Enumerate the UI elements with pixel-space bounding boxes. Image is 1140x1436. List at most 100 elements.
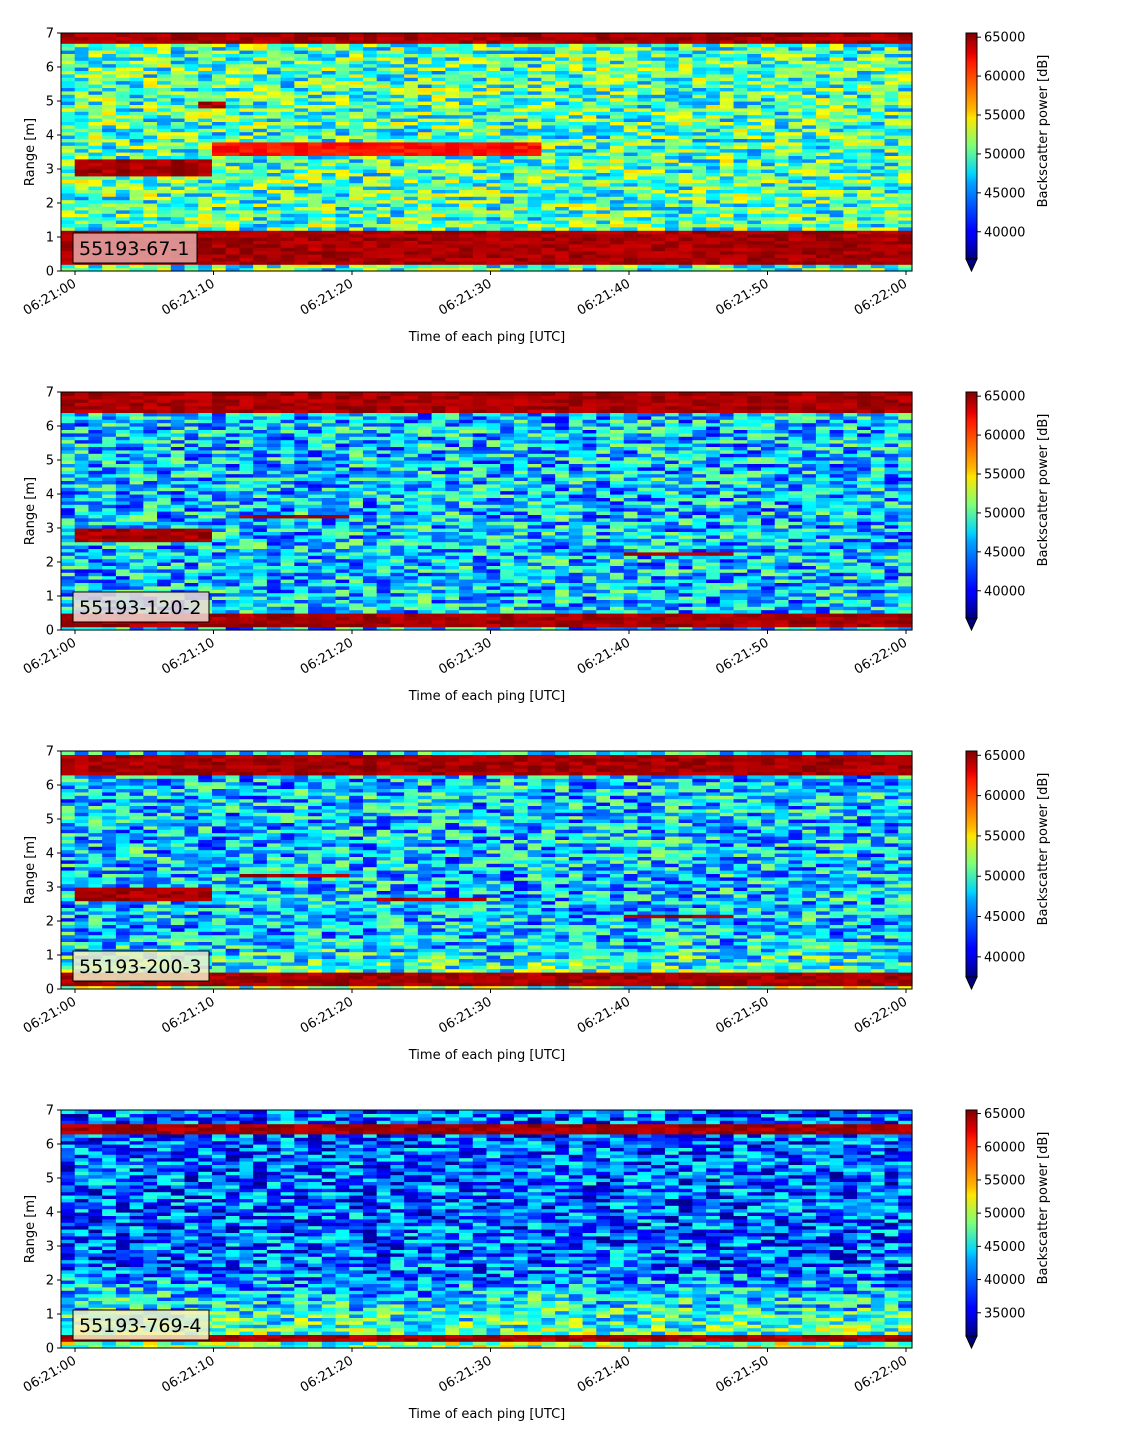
heatmap-cell [349,179,364,184]
heatmap-cell [349,73,364,78]
heatmap-cell [211,77,227,82]
heatmap-cell [102,63,117,68]
heatmap-cell [678,97,693,102]
heatmap-cell [266,97,282,102]
heatmap-cell [596,220,611,224]
heatmap-cell [390,135,405,139]
heatmap-cell [225,264,241,269]
heatmap-cell [362,169,378,173]
heatmap-cell [129,94,144,99]
heatmap-cell [555,209,570,214]
heatmap-cell [321,199,337,204]
heatmap-cell [568,135,584,139]
heatmap-cell [266,101,282,105]
heatmap-cell [404,152,419,156]
heatmap-cell [157,152,172,156]
heatmap-cell [417,196,433,201]
heatmap-cell [280,260,295,265]
heatmap-cell [417,97,433,102]
heatmap-cell [253,135,268,139]
heatmap-cell [513,172,529,177]
heatmap-cell [170,267,186,272]
heatmap-cell [390,192,405,197]
heatmap-cell [88,213,103,218]
heatmap-cell [445,155,460,160]
heatmap-cell [143,101,158,105]
heatmap-cell [459,216,474,221]
heatmap-cell [459,97,474,102]
heatmap-cell [308,141,323,146]
heatmap-cell [157,267,172,272]
heatmap-cell [321,87,337,92]
heatmap-cell [321,226,337,231]
heatmap-cell [404,148,419,153]
heatmap-cell [637,56,652,61]
heatmap-cell [102,114,117,119]
heatmap-cell [74,53,90,58]
heatmap-cell [651,169,666,173]
heatmap-cell [623,43,639,48]
heatmap-cell [115,97,131,102]
heatmap-cell [459,220,474,224]
heatmap-cell [870,226,886,231]
heatmap-cell [445,182,460,187]
heatmap-cell [61,43,76,48]
heatmap-cell [239,145,254,150]
heatmap-cell [500,148,515,153]
heatmap-cell [61,186,76,190]
heatmap-cell [829,148,844,153]
x-axis-label: Time of each ping [UTC] [408,330,566,345]
heatmap-cell [692,209,707,214]
heatmap-cell [335,33,350,37]
heatmap-cell [376,155,392,160]
heatmap-cell [349,80,364,85]
heatmap-cell [294,148,309,153]
heatmap-cell [651,90,666,95]
heatmap-cell [294,107,309,112]
heatmap-cell [500,67,515,71]
heatmap-cell [815,182,831,187]
heatmap-cell [527,77,543,82]
heatmap-cell [390,50,405,54]
heatmap-cell [719,216,735,221]
heatmap-cell [115,77,131,82]
heatmap-cell [582,148,597,153]
heatmap-cell [596,121,611,126]
heatmap-cell [170,67,186,71]
heatmap-cell [308,145,323,150]
heatmap-cell [376,237,392,241]
heatmap-cell [486,203,501,207]
heatmap-cell [527,203,543,207]
heatmap-cell [417,254,433,258]
heatmap-cell [417,90,433,95]
heatmap-cell [527,226,543,231]
heatmap-cell [349,158,364,163]
heatmap-cell [404,138,419,143]
heatmap-cell [253,189,268,194]
heatmap-cell [445,104,460,109]
heatmap-cell [500,118,515,122]
heatmap-cell [225,196,241,201]
heatmap-cell [61,223,76,228]
heatmap-cell [774,131,790,136]
heatmap-cell [74,169,90,173]
heatmap-cell [678,101,693,105]
heatmap-cell [321,196,337,201]
heatmap-cell [157,209,172,214]
heatmap-cell [857,158,872,163]
heatmap-cell [582,39,597,44]
heatmap-cell [417,213,433,218]
heatmap-cell [623,155,639,160]
heatmap-cell [829,216,844,221]
heatmap-cell [651,223,666,228]
heatmap-cell [417,138,433,143]
heatmap-cell [472,141,488,146]
heatmap-cell [664,87,680,92]
heatmap-cell [541,203,556,207]
heatmap-cell [678,230,693,235]
heatmap-cell [239,233,254,238]
heatmap-cell [88,182,103,187]
heatmap-cell [74,209,90,214]
heatmap-cell [74,264,90,269]
heatmap-cell [486,233,501,238]
